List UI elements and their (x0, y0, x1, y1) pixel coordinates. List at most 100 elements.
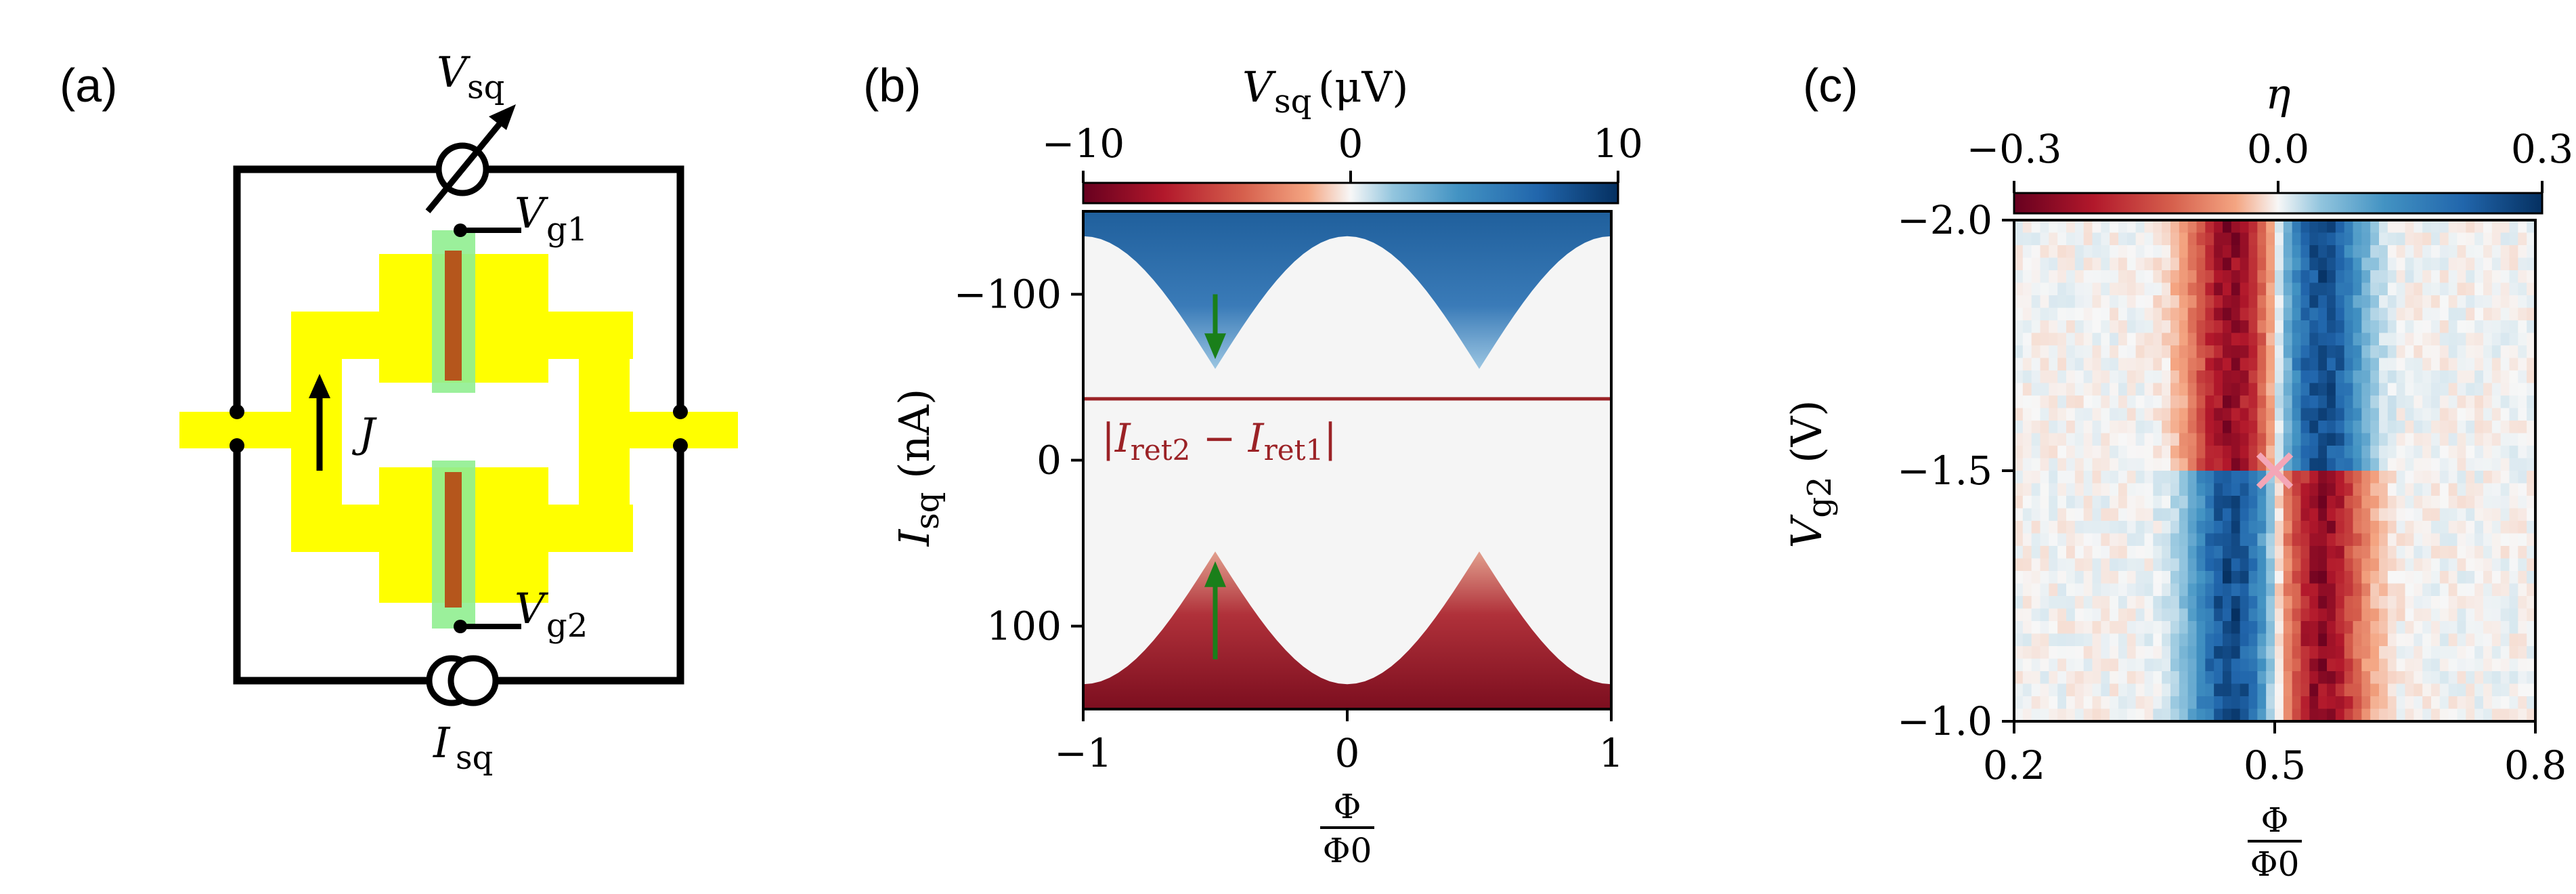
heatmap-cell (2231, 383, 2241, 396)
axis-b-xlabel-num: Φ (1334, 787, 1361, 826)
heatmap-cell (2414, 571, 2423, 584)
heatmap-cell (2474, 546, 2484, 559)
heatmap-cell (2266, 307, 2275, 321)
heatmap-cell (2327, 345, 2336, 359)
heatmap-cell (2275, 245, 2284, 259)
junction-2 (445, 472, 462, 608)
heatmap-cell (2049, 458, 2058, 471)
heatmap-cell (2126, 358, 2137, 371)
heatmap-cell (2387, 320, 2397, 334)
heatmap-cell (2066, 471, 2076, 484)
heatmap-cell (2083, 282, 2093, 296)
heatmap-cell (2318, 621, 2328, 635)
heatmap-cell (2396, 521, 2406, 534)
axis-b-ylabel-main: I (890, 528, 939, 547)
heatmap-cell (2275, 496, 2284, 509)
heatmap-cell (2040, 583, 2049, 597)
heatmap-cell (2170, 282, 2180, 296)
heatmap-cell (2110, 220, 2119, 234)
heatmap-cell (2135, 633, 2145, 647)
heatmap-cell (2405, 345, 2414, 359)
heatmap-cell (2179, 370, 2189, 384)
heatmap-cell (2170, 471, 2180, 484)
heatmap-cell (2300, 671, 2310, 685)
heatmap-cell (2327, 282, 2336, 296)
heatmap-cell (2179, 683, 2189, 697)
heatmap-cell (2344, 345, 2354, 359)
heatmap-cell (2049, 596, 2058, 610)
heatmap-cell (2170, 596, 2180, 610)
heatmap-cell (2292, 446, 2302, 459)
heatmap-cell (2057, 708, 2067, 722)
heatmap-cell (2118, 257, 2128, 271)
heatmap-cell (2083, 270, 2093, 284)
heatmap-cell (2014, 295, 2024, 309)
heatmap-cell (2335, 471, 2345, 484)
heatmap-cell (2170, 295, 2180, 309)
heatmap-cell (2431, 596, 2441, 610)
heatmap-cell (2414, 358, 2423, 371)
heatmap-cell (2187, 471, 2198, 484)
heatmap-cell (2257, 496, 2267, 509)
heatmap-cell (2300, 282, 2310, 296)
heatmap-cell (2466, 345, 2475, 359)
heatmap-cell (2214, 232, 2223, 246)
heatmap-cell (2491, 508, 2502, 522)
heatmap-cell (2179, 671, 2189, 685)
heatmap-cell (2057, 458, 2067, 471)
heatmap-cell (2083, 496, 2093, 509)
heatmap-cell (2474, 583, 2484, 597)
heatmap-cell (2518, 521, 2527, 534)
heatmap-cell (2353, 708, 2362, 722)
heatmap-cell (2457, 421, 2466, 434)
heatmap-cell (2344, 608, 2354, 622)
heatmap-cell (2110, 307, 2119, 321)
heatmap-cell (2275, 521, 2284, 534)
heatmap-cell (2014, 621, 2024, 635)
heatmap-cell (2240, 370, 2250, 384)
heatmap-cell (2439, 257, 2449, 271)
heatmap-cell (2196, 533, 2206, 547)
heatmap-cell (2422, 358, 2432, 371)
heatmap-cell (2448, 220, 2458, 234)
heatmap-cell (2344, 257, 2354, 271)
heatmap-cell (2509, 370, 2518, 384)
heatmap-cell (2370, 571, 2380, 584)
heatmap-cell (2491, 358, 2502, 371)
heatmap-cell (2083, 621, 2093, 635)
heatmap-cell (2144, 583, 2154, 597)
heatmap-cell (2066, 320, 2076, 334)
heatmap-cell (2396, 245, 2406, 259)
heatmap-cell (2431, 245, 2441, 259)
heatmap-cell (2126, 220, 2137, 234)
heatmap-cell (2431, 396, 2441, 409)
heatmap-cell (2500, 245, 2510, 259)
heatmap-cell (2483, 671, 2493, 685)
heatmap-cell (2292, 232, 2302, 246)
xtick-label-c: 0.5 (2244, 742, 2306, 788)
heatmap-cell (2118, 646, 2128, 660)
heatmap-cell (2144, 220, 2154, 234)
heatmap-cell (2448, 608, 2458, 622)
heatmap-cell (2101, 596, 2110, 610)
heatmap-cell (2466, 696, 2475, 710)
heatmap-cell (2379, 408, 2388, 421)
heatmap-cell (2162, 433, 2171, 446)
heatmap-cell (2049, 433, 2058, 446)
heatmap-cell (2214, 508, 2223, 522)
heatmap-cell (2309, 533, 2319, 547)
heatmap-cell (2257, 633, 2267, 647)
heatmap-cell (2500, 633, 2510, 647)
heatmap-cell (2335, 633, 2345, 647)
heatmap-cell (2518, 496, 2527, 509)
heatmap-cell (2057, 396, 2067, 409)
heatmap-cell (2257, 220, 2267, 234)
heatmap-cell (2214, 358, 2223, 371)
heatmap-cell (2205, 458, 2214, 471)
heatmap-cell (2457, 546, 2466, 559)
heatmap-cell (2518, 408, 2527, 421)
heatmap-cell (2379, 633, 2388, 647)
heatmap-cell (2031, 220, 2041, 234)
heatmap-cell (2300, 708, 2310, 722)
heatmap-cell (2527, 596, 2536, 610)
